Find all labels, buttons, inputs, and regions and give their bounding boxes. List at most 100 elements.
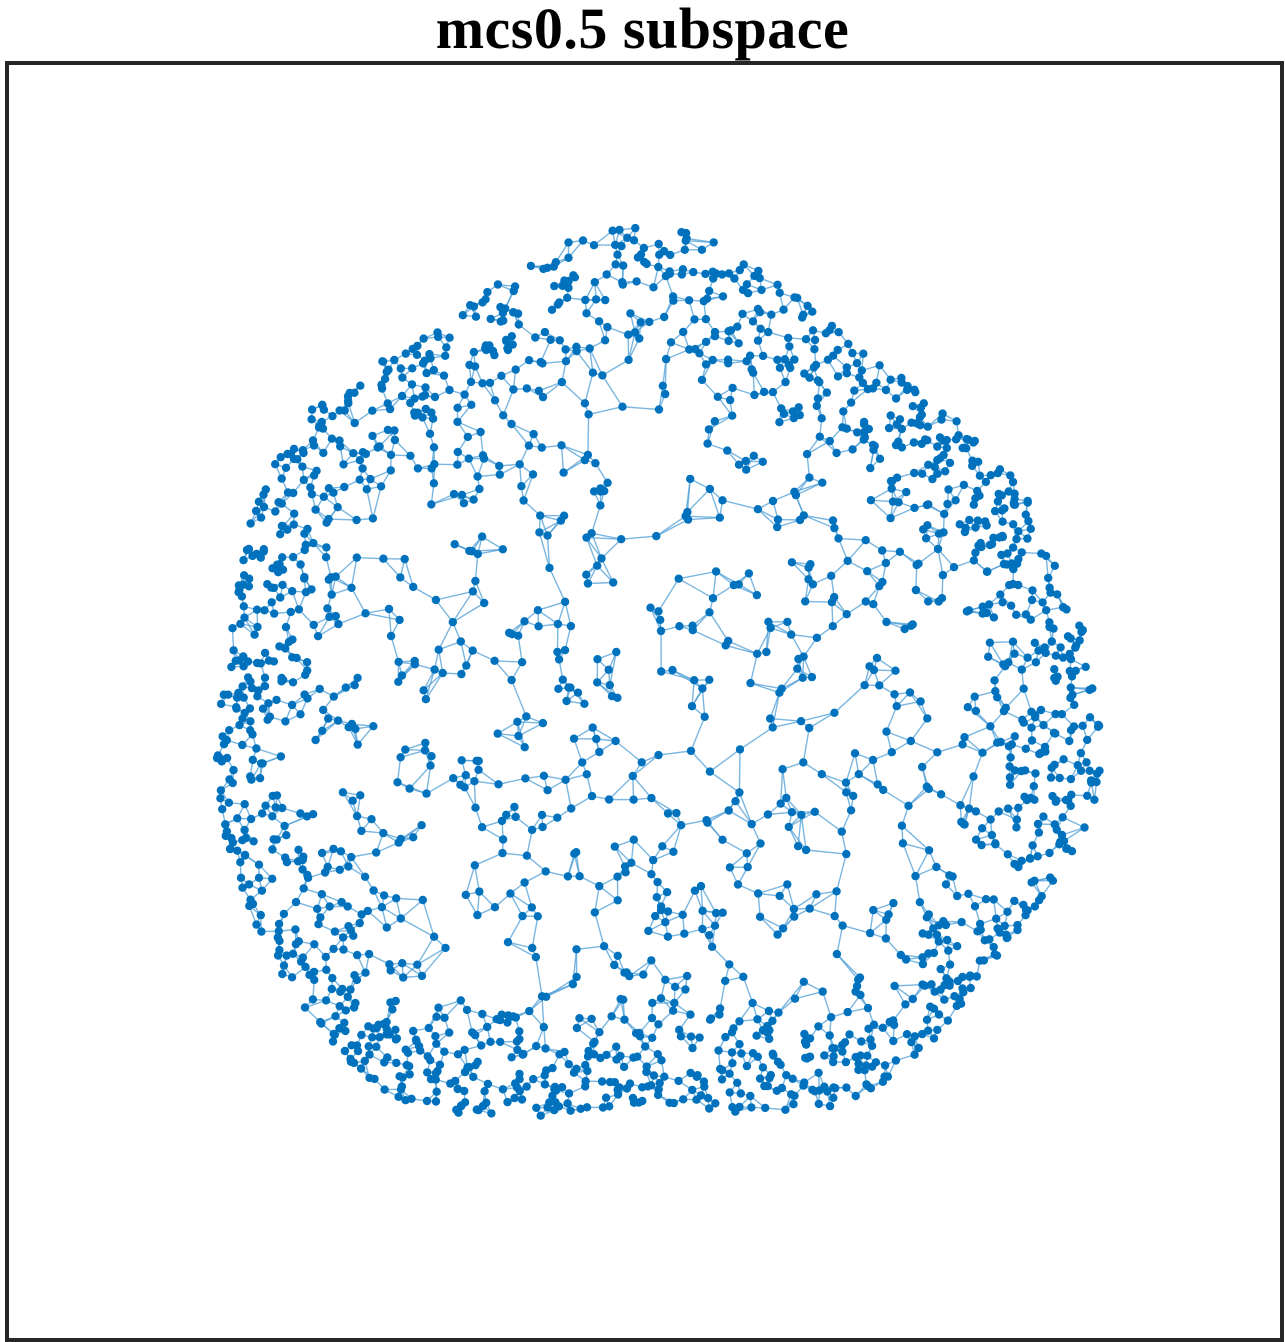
graph-node xyxy=(1034,828,1044,837)
graph-edge xyxy=(421,947,447,977)
graph-edge xyxy=(909,692,928,719)
graph-node xyxy=(975,956,984,965)
graph-node xyxy=(657,1056,666,1065)
graph-node xyxy=(703,1093,713,1103)
graph-node xyxy=(398,373,407,382)
graph-node xyxy=(752,1031,761,1040)
graph-node xyxy=(1050,561,1060,570)
graph-edge xyxy=(722,499,759,510)
graph-node xyxy=(701,315,711,324)
graph-node xyxy=(481,344,490,353)
plot-axes-box xyxy=(5,61,1284,1342)
graph-node xyxy=(1006,601,1016,610)
graph-edge xyxy=(507,941,537,958)
graph-node xyxy=(329,944,338,954)
graph-edge xyxy=(474,852,503,866)
graph-node xyxy=(561,345,570,354)
graph-node xyxy=(953,891,962,901)
graph-node xyxy=(536,1111,545,1120)
graph-edge xyxy=(390,635,400,663)
graph-node xyxy=(224,798,234,807)
graph-node xyxy=(878,1023,887,1032)
graph-node xyxy=(355,475,364,484)
graph-node xyxy=(930,462,939,472)
graph-node xyxy=(1041,648,1050,658)
graph-node xyxy=(725,1088,734,1097)
graph-node xyxy=(812,401,821,411)
graph-node xyxy=(596,1053,605,1063)
graph-node xyxy=(800,1078,809,1087)
graph-node xyxy=(307,405,317,414)
graph-node xyxy=(403,1048,413,1057)
graph-node xyxy=(964,804,974,813)
graph-node xyxy=(350,418,359,428)
graph-node xyxy=(825,436,834,446)
graph-node xyxy=(555,1050,564,1059)
graph-node xyxy=(976,538,985,548)
graph-node xyxy=(923,1026,933,1035)
graph-node xyxy=(603,322,612,332)
graph-node xyxy=(424,1023,433,1033)
graph-node xyxy=(396,1085,406,1094)
graph-node xyxy=(989,533,998,542)
graph-node xyxy=(426,1055,435,1065)
graph-edge xyxy=(632,775,652,799)
graph-edge xyxy=(474,865,480,892)
graph-edge xyxy=(809,907,835,917)
graph-node xyxy=(1014,554,1023,564)
graph-edge xyxy=(396,897,423,901)
graph-edge xyxy=(814,811,843,833)
graph-node xyxy=(695,349,704,358)
graph-node xyxy=(1031,769,1040,778)
graph-node xyxy=(977,840,986,850)
graph-node xyxy=(891,1056,901,1065)
graph-node xyxy=(258,704,268,713)
graph-edge xyxy=(757,508,778,528)
graph-node xyxy=(361,968,370,977)
graph-edge xyxy=(728,809,753,825)
graph-node xyxy=(300,1003,310,1012)
graph-edge xyxy=(416,947,446,966)
graph-node xyxy=(368,406,377,415)
graph-edge xyxy=(256,747,282,758)
graph-node xyxy=(991,839,1000,848)
graph-node xyxy=(990,676,999,685)
graph-node xyxy=(261,801,270,810)
graph-node xyxy=(843,1007,852,1017)
graph-node xyxy=(406,398,415,408)
graph-edge xyxy=(576,350,594,374)
graph-node xyxy=(280,821,289,831)
graph-node xyxy=(325,902,334,911)
graph-node xyxy=(591,295,601,304)
graph-node xyxy=(785,342,794,351)
graph-node xyxy=(302,812,312,821)
graph-node xyxy=(985,638,995,647)
graph-node xyxy=(498,1085,508,1094)
graph-node xyxy=(1006,471,1015,480)
graph-node xyxy=(1031,658,1041,667)
graph-node xyxy=(705,1104,714,1113)
graph-edge xyxy=(584,372,594,404)
graph-node xyxy=(471,312,481,321)
graph-node xyxy=(441,351,450,360)
graph-node xyxy=(934,937,943,946)
graph-node xyxy=(265,712,275,721)
graph-nodes xyxy=(212,223,1104,1120)
graph-node xyxy=(314,920,323,929)
graph-node xyxy=(360,1056,369,1066)
graph-node xyxy=(1078,721,1087,730)
graph-node xyxy=(838,1047,847,1056)
graph-node xyxy=(607,1012,616,1021)
graph-node xyxy=(1070,700,1079,710)
graph-node xyxy=(228,624,237,633)
graph-edge xyxy=(400,899,424,920)
graph-node xyxy=(589,1039,598,1048)
graph-node xyxy=(1057,830,1067,840)
graph-node xyxy=(653,1050,662,1059)
graph-edge xyxy=(750,682,780,694)
graph-node xyxy=(236,619,245,629)
graph-node xyxy=(435,1060,445,1069)
graph-edge xyxy=(806,440,831,455)
graph-node xyxy=(757,285,766,295)
graph-node xyxy=(718,1065,727,1075)
